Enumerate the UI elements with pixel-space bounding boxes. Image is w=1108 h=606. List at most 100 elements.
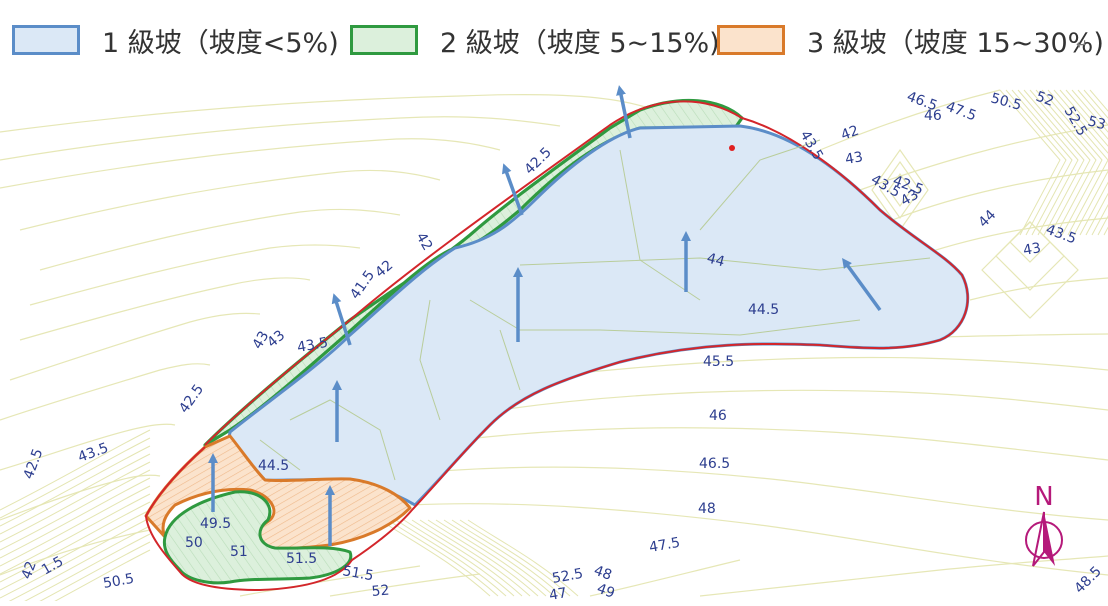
compass-needle-right bbox=[1044, 512, 1055, 566]
legend-label: 1 級坡（坡度<5%) bbox=[102, 27, 339, 59]
contour-label: 46.5 bbox=[699, 456, 730, 472]
contour-line bbox=[879, 160, 921, 220]
contour-line bbox=[394, 466, 1108, 521]
contour-line bbox=[999, 89, 1061, 236]
contour-line bbox=[1023, 89, 1085, 236]
contour-label: 48 bbox=[592, 563, 614, 584]
guide-line bbox=[259, 439, 301, 471]
contour-line bbox=[0, 485, 151, 567]
contour-label: 47.5 bbox=[944, 99, 979, 125]
contour-line bbox=[395, 519, 507, 597]
contour-line bbox=[39, 208, 401, 271]
contour-label: 42 bbox=[19, 559, 40, 581]
contour-line bbox=[419, 519, 531, 597]
site-boundary bbox=[145, 100, 969, 591]
guide-line bbox=[499, 329, 521, 391]
contour-line bbox=[30, 541, 151, 606]
legend-item-slope-class-2: 2 級坡（坡度 5~15%) bbox=[350, 22, 720, 59]
north-arrow-compass: N bbox=[1025, 482, 1063, 567]
guide-line bbox=[289, 399, 396, 481]
contour-label: 47.5 bbox=[648, 535, 681, 556]
slope-map: 46.5 47.5 50.5 52 52.5 53 46 43.5 42 43 43.5 42.5 43… bbox=[0, 78, 1108, 606]
contour-line bbox=[0, 93, 661, 133]
interior-label: 50 bbox=[185, 535, 203, 551]
contour-label: 53 bbox=[1086, 113, 1107, 133]
guide-line bbox=[469, 299, 861, 336]
contour-line bbox=[981, 221, 1079, 319]
contour-label: 45.5 bbox=[703, 354, 734, 370]
contour-line bbox=[427, 519, 539, 597]
contour-line bbox=[0, 529, 151, 576]
contour-label: 43.5 bbox=[296, 335, 329, 356]
contour-line bbox=[0, 461, 151, 543]
contour-label: 44 bbox=[976, 207, 1000, 231]
flow-arrow bbox=[331, 293, 352, 346]
contour-line bbox=[1047, 89, 1108, 236]
contour-line bbox=[19, 169, 441, 231]
contour-line bbox=[419, 427, 1108, 461]
contour-label: 48 bbox=[698, 501, 716, 517]
contour-line bbox=[0, 474, 161, 521]
contour-label: 46 bbox=[709, 408, 727, 424]
legend-swatch bbox=[12, 25, 80, 55]
contour-label: 51.5 bbox=[341, 563, 374, 584]
contour-line bbox=[29, 244, 361, 306]
contour-line bbox=[19, 277, 311, 341]
interior-label: 51 bbox=[230, 544, 248, 560]
contour-line bbox=[45, 549, 151, 606]
interior-label: 44 bbox=[705, 250, 726, 270]
contour-line bbox=[0, 116, 561, 161]
contour-line bbox=[1065, 89, 1108, 236]
legend-swatch bbox=[717, 25, 785, 55]
contour-line bbox=[0, 525, 151, 606]
flow-arrow bbox=[842, 257, 882, 312]
contour-line bbox=[1077, 89, 1108, 236]
contour-line bbox=[1029, 89, 1091, 236]
guide-line bbox=[699, 139, 821, 231]
contour-line bbox=[379, 519, 491, 597]
contour-line bbox=[0, 509, 151, 591]
contour-line bbox=[888, 172, 912, 208]
contour-lines bbox=[0, 89, 1108, 597]
zone-1-interior-lines bbox=[259, 139, 931, 481]
contour-label: 50.5 bbox=[102, 571, 135, 592]
contour-label: 47 bbox=[548, 585, 568, 601]
contour-line bbox=[819, 89, 1001, 151]
map-legend: 1 級坡（坡度<5%) 2 級坡（坡度 5~15%) 3 級坡（坡度 15~30%)… bbox=[0, 0, 1108, 78]
contour-line bbox=[699, 555, 1108, 597]
contour-line bbox=[1053, 89, 1108, 236]
contour-label: 42 bbox=[413, 230, 436, 253]
contour-label: 50.5 bbox=[989, 90, 1023, 114]
contour-line bbox=[1041, 89, 1103, 236]
contour-line bbox=[1017, 89, 1079, 236]
contour-label: 52 bbox=[1034, 89, 1056, 110]
legend-label: 2 級坡（坡度 5~15%) bbox=[440, 27, 720, 59]
contour-label: 41.5 bbox=[347, 268, 378, 303]
contour-line bbox=[559, 356, 1108, 376]
contour-line bbox=[499, 389, 1108, 411]
contour-line bbox=[969, 277, 1108, 301]
legend-label: 3 級坡（坡度 15~30%) bbox=[807, 27, 1104, 59]
legend-item-slope-class-3: 3 級坡（坡度 15~30%) bbox=[717, 22, 1104, 59]
contour-label: 43 bbox=[898, 187, 921, 210]
contour-line bbox=[1089, 89, 1108, 112]
contour-label: 43 bbox=[250, 329, 273, 352]
contour-line bbox=[459, 519, 571, 597]
contour-line bbox=[1035, 89, 1097, 236]
contour-label: 46 bbox=[924, 108, 942, 124]
contour-line bbox=[467, 519, 579, 597]
contour-line bbox=[411, 519, 523, 597]
guide-line bbox=[419, 299, 441, 421]
survey-point bbox=[729, 145, 735, 151]
contour-line bbox=[0, 429, 151, 511]
interior-label: 44.5 bbox=[748, 302, 779, 318]
compass-label: N bbox=[1034, 482, 1053, 512]
flow-arrow bbox=[501, 163, 524, 216]
contour-line bbox=[0, 445, 151, 527]
contour-line bbox=[589, 559, 741, 597]
contour-line bbox=[387, 519, 499, 597]
contour-label: 52.5 bbox=[551, 566, 584, 587]
contour-label: 48.5 bbox=[1072, 563, 1105, 596]
contour-line bbox=[443, 519, 555, 597]
contour-label: 49 bbox=[595, 581, 617, 601]
